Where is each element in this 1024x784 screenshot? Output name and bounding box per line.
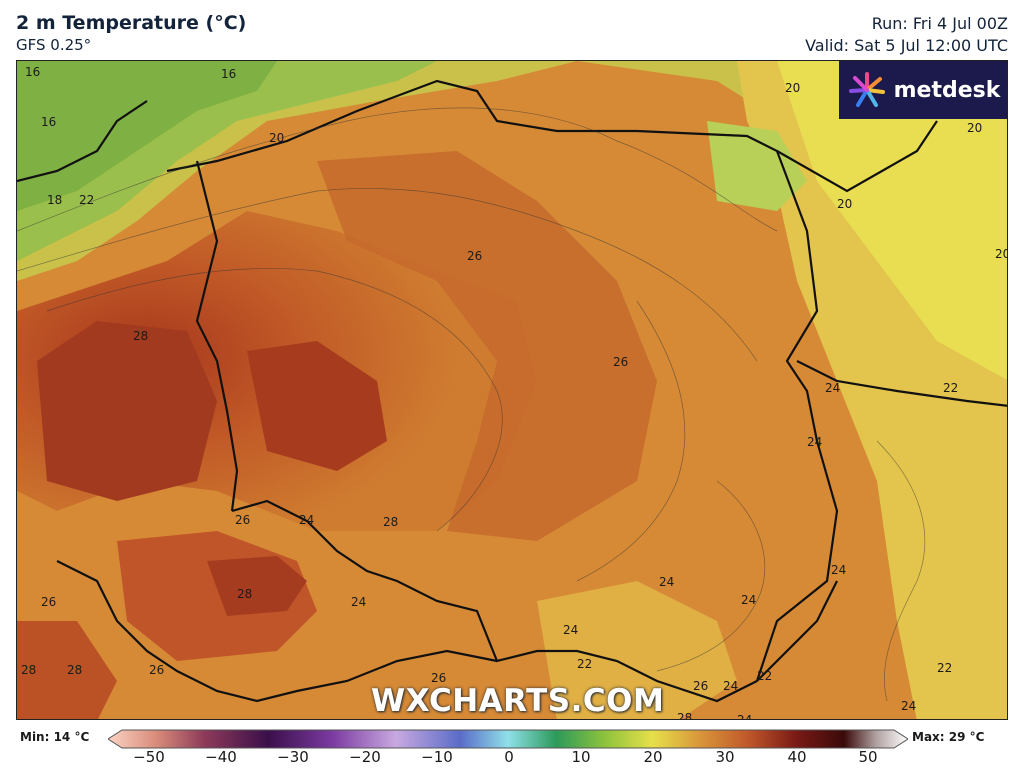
legend-tick: −50: [133, 748, 165, 766]
contour-label: 20: [785, 81, 801, 95]
contour-label: 26: [467, 249, 483, 263]
contour-label: 24: [807, 435, 823, 449]
legend-colorbar: [108, 729, 908, 749]
logo-text: metdesk: [893, 77, 1001, 103]
watermark: WXCHARTS.COM: [371, 683, 665, 719]
metdesk-burst-icon: [848, 72, 885, 107]
contour-label: 26: [431, 671, 447, 685]
valid-label: Valid: Sat 5 Jul 12:00 UTC: [805, 36, 1008, 55]
legend-tick: −30: [277, 748, 309, 766]
contour-label: 22: [757, 669, 773, 683]
contour-label: 22: [943, 381, 959, 395]
contour-label: 24: [737, 713, 753, 720]
contour-label: 28: [133, 329, 149, 343]
contour-label: 24: [299, 513, 315, 527]
legend-tick: 40: [787, 748, 807, 766]
color-legend: Min: 14 °C: [0, 724, 1024, 784]
contour-label: 28: [383, 515, 399, 529]
contour-label: 16: [25, 65, 41, 79]
contour-label: 24: [825, 381, 841, 395]
contour-label: 16: [221, 67, 237, 81]
contour-label: 28: [237, 587, 253, 601]
legend-tick: −40: [205, 748, 237, 766]
contour-label: 24: [831, 563, 847, 577]
legend-tick: 10: [571, 748, 591, 766]
contour-label: 26: [693, 679, 709, 693]
legend-tick: 30: [715, 748, 735, 766]
contour-label: 16: [41, 115, 57, 129]
chart-title: 2 m Temperature (°C): [16, 12, 247, 34]
legend-tick: −20: [349, 748, 381, 766]
contour-label: 24: [901, 699, 917, 713]
legend-tick: −10: [421, 748, 453, 766]
temperature-map: metdesk 16 16 16 18 22 20 20 20 20 20 26…: [16, 60, 1008, 720]
contour-label: 26: [41, 595, 57, 609]
contour-label: 26: [235, 513, 251, 527]
contour-label: 24: [723, 679, 739, 693]
map-canvas: [17, 61, 1007, 719]
contour-label: 20: [995, 247, 1007, 261]
contour-label: 20: [837, 197, 853, 211]
contour-label: 28: [677, 711, 693, 720]
contour-label: 22: [79, 193, 95, 207]
contour-label: 26: [613, 355, 629, 369]
contour-label: 24: [563, 623, 579, 637]
contour-label: 18: [47, 193, 63, 207]
contour-label: 24: [659, 575, 675, 589]
run-label: Run: Fri 4 Jul 00Z: [871, 14, 1008, 33]
contour-label: 20: [967, 121, 983, 135]
legend-tick: 50: [858, 748, 878, 766]
min-temp-label: Min: 14 °C: [20, 730, 90, 744]
metdesk-logo: metdesk: [839, 61, 1007, 119]
model-label: GFS 0.25°: [16, 36, 92, 54]
contour-label: 20: [269, 131, 285, 145]
contour-label: 24: [351, 595, 367, 609]
legend-tick: 20: [643, 748, 663, 766]
max-temp-label: Max: 29 °C: [912, 730, 985, 744]
legend-tick: 0: [504, 748, 514, 766]
contour-label: 22: [937, 661, 953, 675]
contour-label: 24: [741, 593, 757, 607]
contour-label: 28: [21, 663, 37, 677]
contour-label: 26: [149, 663, 165, 677]
contour-label: 28: [67, 663, 83, 677]
contour-label: 22: [577, 657, 593, 671]
